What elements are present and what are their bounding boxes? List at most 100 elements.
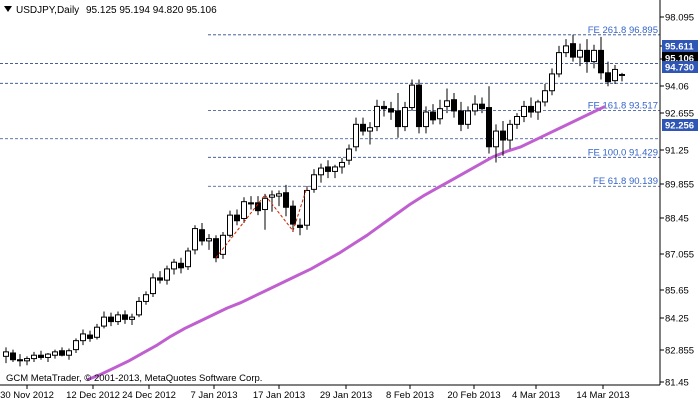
price-box-label: 95.611 (665, 42, 694, 53)
x-tick-label: 14 Mar 2013 (576, 390, 629, 401)
bearish-candle (584, 49, 590, 63)
bullish-candle (409, 84, 415, 109)
bearish-candle (605, 72, 611, 83)
bearish-candle (87, 334, 93, 339)
bearish-candle (255, 202, 261, 212)
bullish-candle (493, 130, 499, 148)
bullish-candle (311, 174, 317, 190)
bullish-candle (549, 73, 555, 92)
bullish-candle (591, 49, 597, 63)
bearish-candle (598, 49, 604, 74)
bullish-candle (332, 166, 338, 172)
bullish-candle (45, 353, 51, 358)
bullish-candle (227, 214, 233, 236)
bullish-candle (262, 197, 268, 211)
y-tick-label: 91.25 (665, 146, 689, 157)
symbol-label: USDJPY,Daily (16, 5, 79, 16)
bearish-candle (430, 111, 436, 121)
bearish-candle (248, 202, 254, 205)
bullish-candle (346, 148, 352, 161)
bullish-candle (101, 316, 107, 327)
bearish-candle (199, 229, 205, 242)
axes (0, 0, 661, 386)
bullish-candle (402, 107, 408, 128)
bearish-candle (234, 214, 240, 222)
y-tick-label: 84.25 (665, 314, 689, 325)
bearish-candle (416, 84, 422, 128)
bullish-candle (472, 103, 478, 112)
y-tick-label: 98.095 (665, 13, 694, 24)
x-tick-label: 20 Feb 2013 (447, 390, 500, 401)
bearish-candle (122, 314, 128, 320)
bullish-candle (94, 326, 100, 338)
candlesticks (3, 34, 625, 367)
price-box-label: 92.256 (665, 121, 694, 132)
y-tick-label: 89.855 (665, 180, 694, 191)
bullish-candle (423, 111, 429, 128)
bearish-candle (479, 103, 485, 110)
x-tick-label: 17 Jan 2013 (253, 390, 305, 401)
bearish-candle (283, 192, 289, 208)
y-tick-label: 94.06 (665, 82, 689, 93)
bearish-candle (38, 354, 44, 358)
bearish-candle (388, 108, 394, 113)
bearish-candle (17, 359, 23, 362)
bearish-candle (213, 238, 219, 259)
x-tick-label: 8 Feb 2013 (386, 390, 434, 401)
bullish-candle (339, 161, 345, 168)
bullish-candle (80, 333, 86, 342)
price-box-label: 94.730 (665, 63, 694, 74)
zigzag-lines (215, 186, 308, 259)
bullish-candle (304, 189, 310, 226)
bullish-candle (143, 294, 149, 302)
bullish-candle (353, 123, 359, 148)
bearish-candle (381, 105, 387, 110)
bullish-candle (535, 101, 541, 113)
bearish-candle (297, 224, 303, 228)
x-tick-label: 4 Mar 2013 (512, 390, 560, 401)
bullish-candle (164, 268, 170, 281)
bullish-candle (150, 277, 156, 295)
bullish-candle (52, 351, 58, 356)
x-tick-label: 30 Nov 2012 (0, 390, 54, 401)
bullish-candle (73, 340, 79, 351)
moving-average-line (86, 105, 606, 382)
bearish-candle (10, 352, 16, 361)
bullish-candle (192, 228, 198, 251)
bullish-candle (507, 123, 513, 141)
bullish-candle (556, 52, 562, 75)
price-box-label: 95.106 (665, 54, 694, 65)
bullish-candle (577, 49, 583, 58)
bullish-candle (31, 354, 37, 360)
bullish-candle (3, 351, 9, 357)
bullish-candle (276, 193, 282, 197)
bullish-candle (374, 105, 380, 128)
bearish-candle (486, 107, 492, 148)
bearish-candle (451, 99, 457, 112)
symbol-dropdown-icon[interactable] (4, 6, 12, 12)
bearish-candle (59, 350, 65, 356)
bullish-candle (444, 100, 450, 107)
y-tick-label: 87.055 (665, 250, 694, 261)
bullish-candle (542, 90, 548, 103)
bullish-candle (514, 116, 520, 125)
y-tick-label: 88.45 (665, 214, 689, 225)
bullish-candle (185, 250, 191, 268)
x-axis-ticks: 30 Nov 2012 12 Dec 2012 24 Dec 2012 7 Jan 2… (0, 385, 630, 401)
chart-header: USDJPY,Daily 95.125 95.194 94.820 95.106 (4, 5, 217, 16)
x-tick-label: 24 Dec 2012 (122, 390, 176, 401)
price-level-box (662, 119, 698, 131)
price-level-box (662, 40, 698, 52)
bullish-candle (563, 45, 569, 54)
bullish-candle (318, 167, 324, 176)
ohlc-values: 95.125 95.194 94.820 95.106 (86, 5, 217, 16)
bullish-candle (136, 300, 142, 316)
bullish-candle (367, 127, 373, 132)
copyright-text: GCM MetaTrader, © 2001-2013, MetaQuotes … (6, 373, 262, 384)
bearish-candle (570, 43, 576, 58)
x-tick-label: 29 Jan 2013 (320, 390, 372, 401)
bullish-candle (521, 105, 527, 118)
